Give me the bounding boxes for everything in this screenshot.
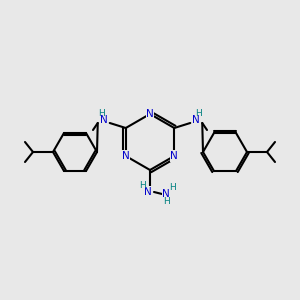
Text: N: N xyxy=(170,151,178,161)
Text: H: H xyxy=(195,109,202,118)
Text: N: N xyxy=(192,115,200,125)
Text: H: H xyxy=(139,182,145,190)
Text: H: H xyxy=(164,197,170,206)
Text: N: N xyxy=(122,151,130,161)
Text: H: H xyxy=(98,109,105,118)
Text: H: H xyxy=(169,184,176,193)
Text: N: N xyxy=(100,115,108,125)
Text: N: N xyxy=(162,189,170,199)
Text: N: N xyxy=(144,187,152,197)
Text: N: N xyxy=(146,109,154,119)
